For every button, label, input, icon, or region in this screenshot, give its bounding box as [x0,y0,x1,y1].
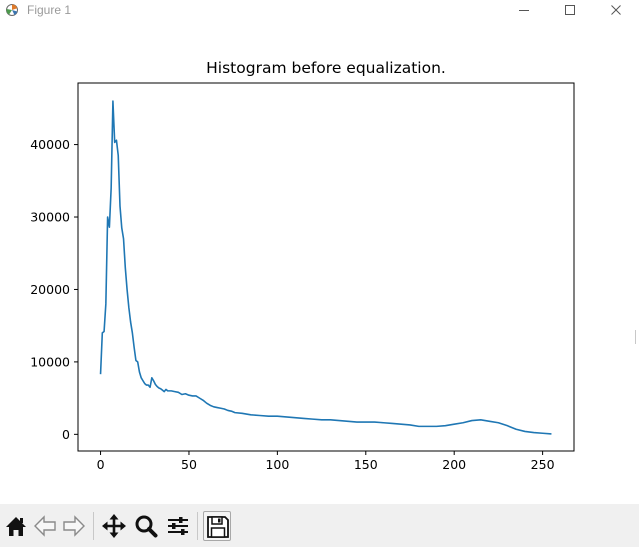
zoom-button[interactable] [132,511,160,541]
histogram-chart: Histogram before equalization. 0 50 100 150… [30,59,575,472]
x-tick-label: 0 [97,457,105,472]
y-tick-label: 10000 [30,354,70,369]
minimize-button[interactable] [501,0,547,20]
close-icon [611,5,621,15]
floppy-disk-icon [207,516,229,538]
x-tick-label: 200 [442,457,466,472]
forward-button[interactable] [60,511,88,541]
arrow-left-icon [34,515,56,537]
y-axis: 0 10000 20000 30000 40000 [30,137,78,442]
matplotlib-figure-icon [5,2,19,16]
magnifier-icon [135,515,158,538]
y-tick-label: 0 [62,427,70,442]
maximize-button[interactable] [547,0,593,20]
sliders-icon [168,517,188,535]
window-title: Figure 1 [27,3,72,17]
y-tick-label: 40000 [30,137,70,152]
toolbar-separator [197,512,198,540]
home-icon [6,517,26,536]
configure-subplots-button[interactable] [164,511,192,541]
save-button[interactable] [203,511,231,541]
x-tick-label: 250 [531,457,555,472]
window-edge [635,330,639,344]
navigation-toolbar [0,504,639,547]
x-tick-label: 100 [265,457,289,472]
x-tick-label: 150 [354,457,378,472]
window-title-bar: Figure 1 [0,0,639,20]
y-tick-label: 30000 [30,210,70,225]
back-button[interactable] [31,511,59,541]
arrow-right-icon [63,515,85,537]
minimize-icon [519,10,529,11]
home-button[interactable] [2,511,30,541]
figure-canvas: Histogram before equalization. 0 50 100 150… [0,20,639,504]
x-tick-label: 50 [181,457,197,472]
y-tick-label: 20000 [30,282,70,297]
plot-area [77,82,575,452]
maximize-icon [565,5,575,15]
move-arrows-icon [102,514,126,538]
pan-button[interactable] [100,511,128,541]
series-line [99,100,552,435]
toolbar-separator [93,512,94,540]
x-axis: 0 50 100 150 200 250 [97,451,555,472]
chart-title: Histogram before equalization. [206,59,446,77]
close-button[interactable] [593,0,639,20]
